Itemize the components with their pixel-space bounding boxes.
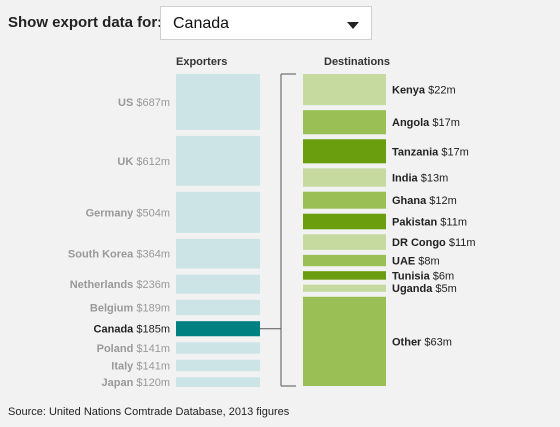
- destination-label-india: India $13m: [392, 173, 448, 185]
- destination-bar-india: [303, 168, 386, 187]
- exporter-bar-poland: [176, 342, 260, 354]
- exporter-label-japan: Japan $120m: [102, 377, 171, 389]
- exporter-bar-germany: [176, 191, 260, 233]
- destinations-heading: Destinations: [324, 56, 391, 68]
- destination-label-tanzania: Tanzania $17m: [392, 146, 469, 158]
- export-chart: US $687m UK $612m Germany $504m South Korea…: [68, 73, 476, 389]
- control-row: Show export data for: Canada: [0, 0, 560, 46]
- destination-bar-dr-congo: [303, 234, 386, 250]
- exporter-label-us: US $687m: [118, 97, 170, 109]
- country-select[interactable]: Canada: [160, 6, 372, 40]
- destination-bar-pakistan: [303, 213, 386, 230]
- destination-bar-other: [303, 296, 386, 386]
- destination-label-other: Other $63m: [392, 336, 452, 348]
- exporter-bar-belgium: [176, 299, 260, 316]
- exporter-label-germany: Germany $504m: [86, 207, 170, 219]
- exporter-label-italy: Italy $141m: [111, 360, 170, 372]
- destination-label-pakistan: Pakistan $11m: [392, 217, 467, 229]
- destination-label-uae: UAE $8m: [392, 256, 440, 268]
- exporter-bar-japan: [176, 377, 260, 387]
- exporter-label-netherlands: Netherlands $236m: [70, 279, 170, 291]
- country-select-label: Show export data for:: [8, 14, 163, 31]
- exporter-label-uk: UK $612m: [117, 156, 170, 168]
- exporter-bar-uk: [176, 135, 260, 186]
- destination-bar-kenya: [303, 74, 386, 106]
- exporter-bar-us: [176, 74, 260, 130]
- country-select-value: Canada: [173, 15, 230, 32]
- destination-label-uganda: Uganda $5m: [392, 283, 457, 295]
- destination-label-kenya: Kenya $22m: [392, 85, 456, 97]
- exporters-heading: Exporters: [176, 56, 228, 68]
- destination-label-tunisia: Tunisia $6m: [392, 270, 454, 282]
- destination-bar-uae: [303, 254, 386, 267]
- destination-label-angola: Angola $17m: [392, 117, 460, 129]
- destination-bar-ghana: [303, 191, 386, 209]
- destination-bar-tunisia: [303, 271, 386, 280]
- exporter-label-south-korea: South Korea $364m: [68, 249, 170, 261]
- chevron-down-icon[interactable]: [347, 22, 359, 29]
- exporter-label-belgium: Belgium $189m: [90, 302, 170, 314]
- destination-bar-angola: [303, 110, 386, 135]
- exporter-label-poland: Poland $141m: [97, 343, 170, 355]
- exporter-bar-italy: [176, 359, 260, 372]
- destination-bar-tanzania: [303, 139, 386, 164]
- exporter-bar-netherlands: [176, 274, 260, 294]
- exporter-label-canada: Canada $185m: [94, 324, 170, 336]
- exporter-bar-south-korea: [176, 238, 260, 269]
- destination-bar-uganda: [303, 284, 386, 292]
- source-note: Source: United Nations Comtrade Database…: [8, 406, 290, 418]
- destination-label-ghana: Ghana $12m: [392, 195, 457, 207]
- exporter-bar-canada: [176, 321, 260, 337]
- destination-label-dr-congo: DR Congo $11m: [392, 237, 476, 249]
